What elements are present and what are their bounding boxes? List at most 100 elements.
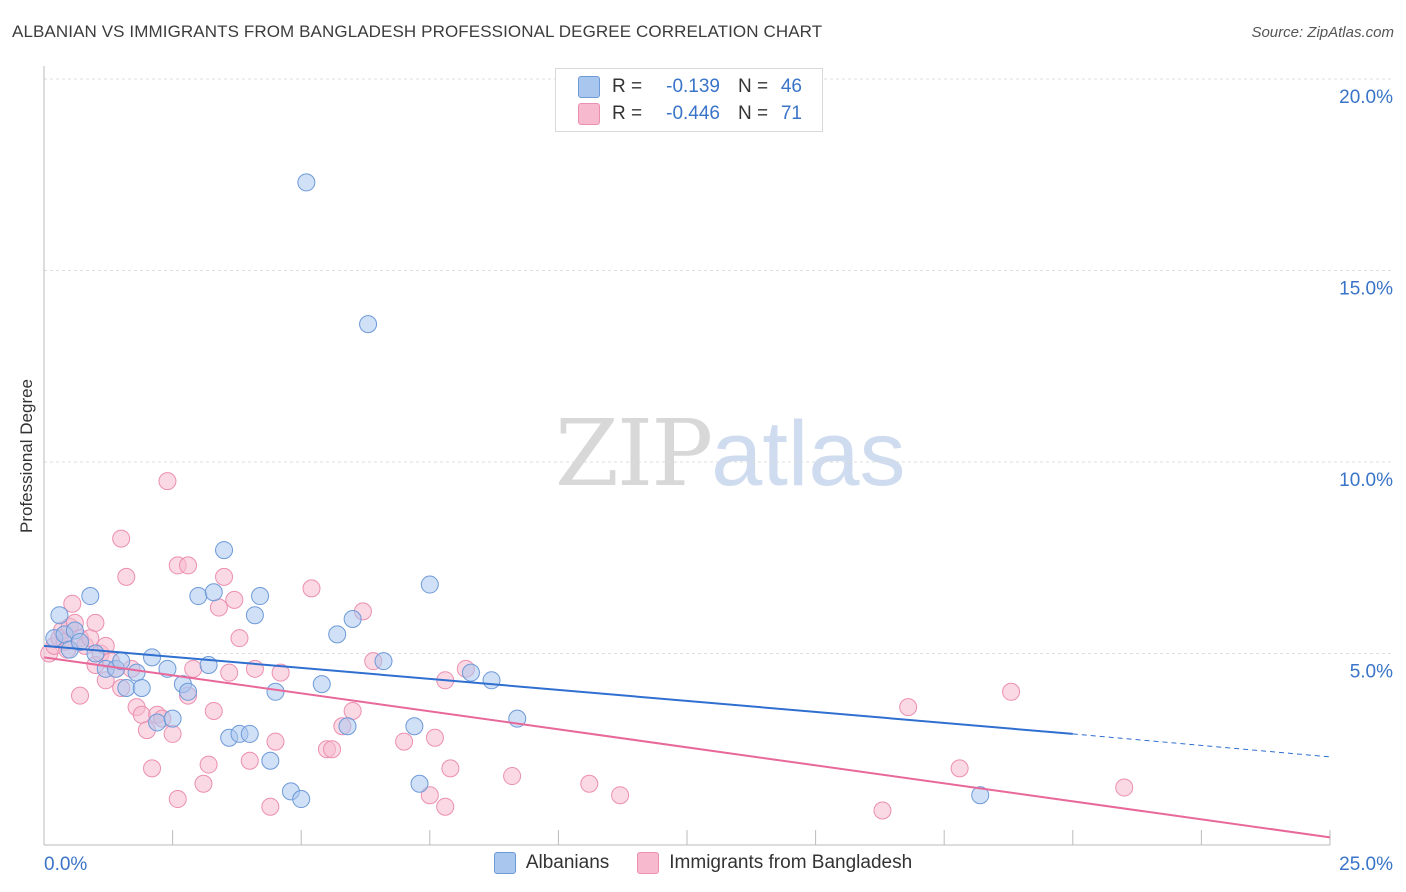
n-value: 71 [780,103,802,124]
y-tick-label: 10.0% [1339,470,1393,491]
n-value: 46 [780,76,802,97]
bangladesh-point [323,740,342,759]
r-label: R = [612,76,643,97]
x-tick-label: 0.0% [44,854,87,875]
bangladesh-point [266,732,285,751]
bangladesh-swatch [578,103,600,125]
legend-item-bangladesh[interactable]: Immigrants from Bangladesh [637,852,912,874]
albanians-point [132,678,151,697]
y-tick-label: 20.0% [1339,87,1393,108]
bangladesh-point [220,663,239,682]
albanians-point [338,717,357,736]
bangladesh-point [163,724,182,743]
albanians-point [420,575,439,594]
albanians-point [261,751,280,770]
bangladesh-point [132,705,151,724]
albanians-point [312,675,331,694]
stats-legend-row-bangladesh: R = -0.446 N = 71 [578,102,802,126]
albanians-point [245,606,264,625]
legend-label: Albanians [525,852,610,873]
bangladesh-point [899,698,918,717]
bangladesh-point [194,774,213,793]
bangladesh-point [199,755,218,774]
albanians-point [204,583,223,602]
albanians-trend-extension [1072,733,1331,758]
albanians-point [297,173,316,192]
bangladesh-point [1115,778,1134,797]
chart-title: ALBANIAN VS IMMIGRANTS FROM BANGLADESH P… [12,22,823,41]
watermark-zip: ZIP [555,400,713,507]
albanians-point [86,644,105,663]
albanians-point [81,587,100,606]
bangladesh-point [425,728,444,747]
bangladesh-point [436,797,455,816]
bangladesh-point [611,786,630,805]
albanians-point [163,709,182,728]
bangladesh-point [261,797,280,816]
n-label: N = [738,76,769,97]
albanians-point [189,587,208,606]
bangladesh-point [240,751,259,770]
bangladesh-point [71,686,90,705]
bangladesh-point [302,579,321,598]
bangladesh-point [230,629,249,648]
bangladesh-point [503,767,522,786]
r-value: -0.139 [666,76,720,97]
albanians-point [971,786,990,805]
bangladesh-trend-line [43,656,1331,839]
bangladesh-point [395,732,414,751]
albanians-point [127,663,146,682]
albanians-point [251,587,270,606]
bangladesh-point [1002,682,1021,701]
albanians-point [461,663,480,682]
n-label: N = [738,103,769,124]
bangladesh-point [580,774,599,793]
bangladesh-point [215,567,234,586]
albanians-point [482,671,501,690]
albanians-point [292,790,311,809]
r-label: R = [612,103,643,124]
series-legend: Albanians Immigrants from Bangladesh [0,852,1406,874]
albanians-point [143,648,162,667]
bangladesh-point [225,590,244,609]
albanians-point [117,678,136,697]
albanians-point [71,633,90,652]
legend-label: Immigrants from Bangladesh [669,852,913,873]
y-tick-label: 5.0% [1350,662,1393,683]
stats-legend: R = -0.139 N = 46 R = -0.446 N = 71 [555,68,823,132]
legend-item-albanians[interactable]: Albanians [493,852,610,874]
albanians-point [148,713,167,732]
bangladesh-legend-swatch [637,852,660,874]
albanians-point [266,682,285,701]
bangladesh-point [143,759,162,778]
bangladesh-point [179,556,198,575]
zipatlas-watermark: ZIPatlas [555,400,906,507]
watermark-atlas: atlas [711,403,906,505]
source-credit: Source: ZipAtlas.com [1251,24,1394,41]
bangladesh-point [184,659,203,678]
albanians-point [343,610,362,629]
bangladesh-point [343,701,362,720]
bangladesh-point [204,701,223,720]
albanians-point [215,541,234,560]
stats-legend-row-albanians: R = -0.139 N = 46 [578,75,802,99]
bangladesh-point [158,472,177,491]
bangladesh-point [271,663,290,682]
x-tick-label: 25.0% [1339,854,1393,875]
bangladesh-point [441,759,460,778]
bangladesh-point [117,567,136,586]
albanians-point [179,682,198,701]
albanians-point [374,652,393,671]
bangladesh-point [168,790,187,809]
bangladesh-point [209,598,228,617]
r-value: -0.446 [666,103,720,124]
albanians-point [328,625,347,644]
bangladesh-point [112,529,131,548]
bangladesh-point [86,613,105,632]
albanians-point [50,606,69,625]
albanians-point [359,315,378,334]
albanians-swatch [578,76,600,98]
albanians-point [405,717,424,736]
bangladesh-point [950,759,969,778]
